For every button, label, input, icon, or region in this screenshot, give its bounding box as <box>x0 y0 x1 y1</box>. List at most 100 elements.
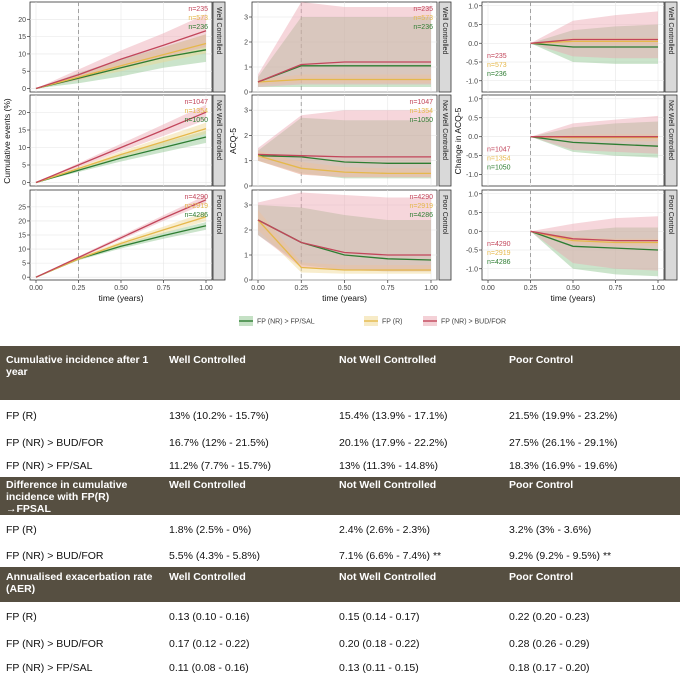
panel-3-3 <box>479 189 678 283</box>
ci-band-budfor <box>530 216 658 271</box>
ci-band-fpsal <box>530 121 658 158</box>
n-label-fpsal: n=4286 <box>487 259 511 266</box>
y-axis-label-cumulative-events: Cumulative events (%) <box>2 98 12 184</box>
y-tick-label: 1.0 <box>468 191 478 198</box>
x-tick-label: 0.75 <box>157 285 171 292</box>
series-line-budfor <box>530 230 658 242</box>
y-tick-label: 2 <box>244 40 248 47</box>
results-table: Cumulative incidence after 1 year Well C… <box>0 346 680 680</box>
y-tick-label: 0 <box>22 86 26 93</box>
n-label-fpsal: n=236 <box>188 24 208 31</box>
y-tick-label: 1.0 <box>468 96 478 103</box>
facet-strip <box>438 189 452 281</box>
n-label-fpsal: n=4286 <box>184 212 208 219</box>
table-cell: 0.11 (0.08 - 0.16) <box>169 662 249 674</box>
series-line-budfor <box>35 111 207 184</box>
column-header-poor-control: Poor Control <box>503 346 680 400</box>
legend-label-fpr: FP (R) <box>382 319 402 326</box>
series-line-fpsal <box>35 136 207 184</box>
facet-strip-label: Not Well Controlled <box>215 100 222 160</box>
table-cell: 13% (11.3% - 14.8%) <box>339 459 439 472</box>
series-line-fpsal <box>530 136 659 147</box>
table-cell: 27.5% (26.1% - 29.1%) <box>509 437 618 449</box>
series-line-fpr <box>257 219 431 271</box>
table-cell: 0.13 (0.11 - 0.15) <box>339 662 419 674</box>
table-row: FP (R) 0.13 (0.10 - 0.16) 0.15 (0.14 - 0… <box>0 602 680 632</box>
y-tick-label: 20 <box>18 17 26 24</box>
n-label-fpr: n=2919 <box>409 203 433 210</box>
series-line-fpr <box>35 216 207 278</box>
n-label-fpr: n=1354 <box>184 108 208 115</box>
facet-strip <box>212 189 226 281</box>
x-axis-label: time (years) <box>322 293 367 303</box>
series-line-fpr <box>35 42 207 90</box>
row-label: FP (R) <box>6 410 37 422</box>
row-label: FP (NR) > BUD/FOR <box>6 638 104 650</box>
series-line-fpr <box>530 40 658 44</box>
y-tick-label: 3 <box>244 15 248 22</box>
y-tick-label: 0 <box>244 90 248 97</box>
table-row: FP (R) 13% (10.2% - 15.7%) 15.4% (13.9% … <box>0 400 680 432</box>
panel-3-2 <box>249 189 452 283</box>
x-tick-label: 0.25 <box>524 285 538 292</box>
n-label-budfor: n=235 <box>188 6 208 13</box>
n-label-fpsal: n=236 <box>413 24 433 31</box>
y-tick-label: 2 <box>244 228 248 235</box>
table-cell: 16.7% (12% - 21.5%) <box>169 437 269 449</box>
y-tick-label: 0.0 <box>468 134 478 141</box>
n-label-fpr: n=1354 <box>409 108 433 115</box>
panel-2-1 <box>27 94 226 187</box>
y-tick-label: 20 <box>18 218 26 225</box>
n-label-budfor: n=1047 <box>487 146 511 153</box>
panel-3-1 <box>27 189 226 283</box>
facet-strip <box>438 1 452 93</box>
x-tick-label: 0.75 <box>609 285 623 292</box>
n-label-budfor: n=235 <box>487 53 507 60</box>
legend-label-budfor: FP (NR) > BUD/FOR <box>441 319 506 326</box>
ci-band-budfor <box>258 110 431 178</box>
ci-band-fpr <box>258 210 431 274</box>
x-tick-label: 0.25 <box>72 285 86 292</box>
x-axis-label: time (years) <box>551 293 596 303</box>
series-line-budfor <box>257 61 431 83</box>
row-label: FP (R) <box>6 523 37 536</box>
y-tick-label: 15 <box>18 34 26 41</box>
n-label-fpsal: n=236 <box>487 71 507 78</box>
column-header-not-well-controlled: Not Well Controlled <box>333 567 503 602</box>
y-tick-label: 0 <box>244 184 248 191</box>
x-tick-label: 1.00 <box>199 285 213 292</box>
table-row: FP (NR) > BUD/FOR 0.17 (0.12 - 0.22) 0.2… <box>0 632 680 656</box>
n-label-fpr: n=573 <box>188 15 208 22</box>
n-label-fpsal: n=1050 <box>487 164 511 171</box>
y-tick-label: -0.5 <box>466 153 478 160</box>
facet-strip-label: Poor Control <box>215 195 222 235</box>
y-tick-label: -1.0 <box>466 266 478 273</box>
y-tick-label: 0 <box>244 278 248 285</box>
y-axis-label-acq5: ACQ-5 <box>228 128 238 154</box>
y-tick-label: 1.0 <box>468 3 478 10</box>
table-row: FP (NR) > BUD/FOR 5.5% (4.3% - 5.8%) 7.1… <box>0 544 680 567</box>
series-line-budfor <box>35 199 207 278</box>
x-tick-label: 0.00 <box>251 285 265 292</box>
table-cell: 11.2% (7.7% - 15.7%) <box>169 459 271 472</box>
legend-label-fpsal: FP (NR) > FP/SAL <box>257 319 315 326</box>
ci-band-budfor <box>36 14 206 89</box>
ci-band-fpsal <box>36 130 206 183</box>
facet-strip <box>664 94 678 187</box>
column-header-well-controlled: Well Controlled <box>163 567 333 602</box>
series-line-fpr <box>257 155 431 175</box>
ci-band-budfor <box>36 195 206 278</box>
row-label: FP (NR) > FP/SAL <box>6 662 93 674</box>
n-label-fpsal: n=4286 <box>409 212 433 219</box>
column-header-not-well-controlled: Not Well Controlled <box>333 346 503 400</box>
ci-band-fpsal <box>530 227 658 277</box>
facet-strip-label: Poor Control <box>441 195 448 235</box>
table-cell: 0.28 (0.26 - 0.29) <box>509 638 590 650</box>
series-line-fpr <box>35 127 207 184</box>
row-label: FP (R) <box>6 611 37 623</box>
series-line-budfor <box>257 153 431 158</box>
x-tick-label: 1.00 <box>424 285 438 292</box>
n-label-fpr: n=2919 <box>184 203 208 210</box>
y-tick-label: 5 <box>22 261 26 268</box>
n-label-fpr: n=573 <box>413 15 433 22</box>
